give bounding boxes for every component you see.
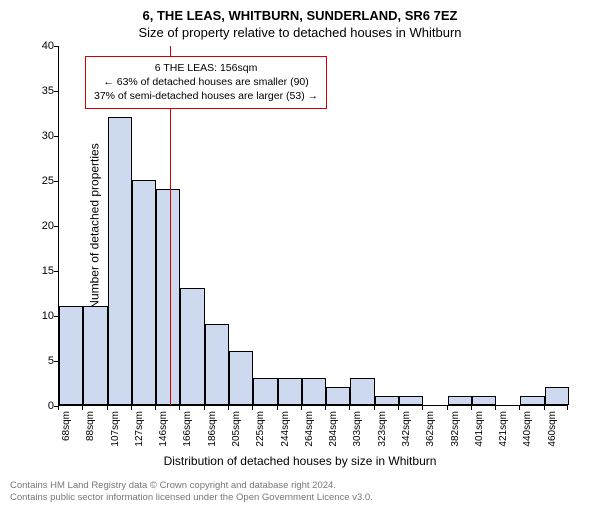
x-tick-label: 127sqm	[134, 411, 145, 447]
x-tick-mark	[82, 405, 83, 410]
x-tick-label: 460sqm	[547, 411, 558, 447]
x-tick-label: 88sqm	[85, 411, 96, 441]
x-axis-label: Distribution of detached houses by size …	[0, 454, 600, 468]
info-box-line2: ← 63% of detached houses are smaller (90…	[94, 75, 318, 89]
info-box-line3: 37% of semi-detached houses are larger (…	[94, 89, 318, 103]
x-tick-label: 225sqm	[255, 411, 266, 447]
x-tick-label: 264sqm	[304, 411, 315, 447]
x-tick-mark	[495, 405, 496, 410]
y-tick-label: 5	[24, 355, 54, 367]
y-tick-mark	[54, 46, 59, 47]
x-tick-label: 323sqm	[377, 411, 388, 447]
x-tick-mark	[325, 405, 326, 410]
histogram-bar	[132, 180, 156, 405]
x-tick-label: 146sqm	[158, 411, 169, 447]
histogram-bar	[229, 351, 253, 405]
x-tick-mark	[398, 405, 399, 410]
info-box: 6 THE LEAS: 156sqm← 63% of detached hous…	[85, 56, 327, 109]
y-tick-mark	[54, 136, 59, 137]
y-tick-label: 15	[24, 265, 54, 277]
y-tick-label: 30	[24, 130, 54, 142]
x-tick-mark	[471, 405, 472, 410]
histogram-bar	[350, 378, 374, 405]
y-tick-mark	[54, 181, 59, 182]
x-tick-label: 205sqm	[231, 411, 242, 447]
y-tick-label: 10	[24, 310, 54, 322]
x-tick-label: 107sqm	[110, 411, 121, 447]
x-tick-mark	[252, 405, 253, 410]
y-tick-label: 0	[24, 400, 54, 412]
x-tick-label: 401sqm	[474, 411, 485, 447]
x-tick-mark	[422, 405, 423, 410]
y-tick-mark	[54, 271, 59, 272]
x-tick-label: 382sqm	[450, 411, 461, 447]
x-tick-label: 440sqm	[522, 411, 533, 447]
x-tick-mark	[374, 405, 375, 410]
histogram-bar	[472, 396, 496, 405]
histogram-bar	[375, 396, 399, 405]
histogram-bar	[205, 324, 229, 405]
y-tick-label: 20	[24, 220, 54, 232]
x-tick-label: 166sqm	[182, 411, 193, 447]
histogram-bar	[108, 117, 132, 405]
y-tick-label: 35	[24, 85, 54, 97]
info-box-line1: 6 THE LEAS: 156sqm	[94, 61, 318, 75]
x-tick-mark	[277, 405, 278, 410]
x-tick-label: 284sqm	[328, 411, 339, 447]
footer-attribution: Contains HM Land Registry data © Crown c…	[10, 480, 590, 504]
x-tick-label: 342sqm	[401, 411, 412, 447]
x-tick-label: 421sqm	[498, 411, 509, 447]
histogram-bar	[83, 306, 107, 405]
y-tick-label: 40	[24, 40, 54, 52]
histogram-bar	[59, 306, 83, 405]
x-tick-mark	[567, 405, 568, 410]
x-tick-label: 186sqm	[207, 411, 218, 447]
x-tick-mark	[544, 405, 545, 410]
x-tick-label: 244sqm	[280, 411, 291, 447]
x-tick-mark	[107, 405, 108, 410]
x-tick-label: 68sqm	[61, 411, 72, 441]
histogram-bar	[399, 396, 423, 405]
x-tick-mark	[204, 405, 205, 410]
x-tick-mark	[155, 405, 156, 410]
histogram-bar	[545, 387, 569, 405]
chart-area: Number of detached properties 6 THE LEAS…	[58, 46, 568, 406]
histogram-bar	[156, 189, 180, 405]
chart-title-line2: Size of property relative to detached ho…	[0, 25, 600, 40]
histogram-bar	[302, 378, 326, 405]
histogram-bar	[448, 396, 472, 405]
x-tick-mark	[179, 405, 180, 410]
y-tick-label: 25	[24, 175, 54, 187]
histogram-bar	[520, 396, 544, 405]
y-tick-mark	[54, 226, 59, 227]
y-tick-mark	[54, 91, 59, 92]
x-tick-mark	[131, 405, 132, 410]
x-tick-mark	[58, 405, 59, 410]
x-tick-mark	[301, 405, 302, 410]
footer-line1: Contains HM Land Registry data © Crown c…	[10, 480, 590, 492]
x-tick-mark	[228, 405, 229, 410]
x-tick-mark	[447, 405, 448, 410]
x-tick-mark	[519, 405, 520, 410]
histogram-bar	[278, 378, 302, 405]
x-tick-label: 303sqm	[352, 411, 363, 447]
histogram-bar	[253, 378, 277, 405]
x-tick-label: 362sqm	[425, 411, 436, 447]
histogram-bar	[180, 288, 204, 405]
footer-line2: Contains public sector information licen…	[10, 492, 590, 504]
plot-region: 6 THE LEAS: 156sqm← 63% of detached hous…	[58, 46, 568, 406]
histogram-bar	[326, 387, 350, 405]
x-tick-mark	[349, 405, 350, 410]
chart-title-line1: 6, THE LEAS, WHITBURN, SUNDERLAND, SR6 7…	[0, 8, 600, 23]
